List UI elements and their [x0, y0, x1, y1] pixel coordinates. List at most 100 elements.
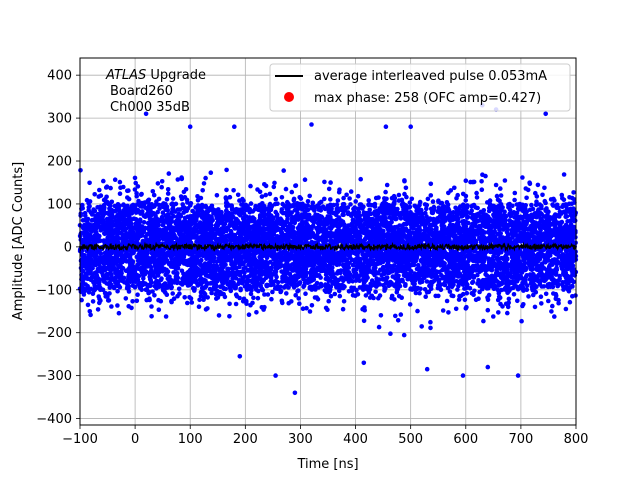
blue-data-point	[231, 188, 236, 193]
blue-data-point	[112, 177, 118, 182]
blue-data-point	[538, 294, 544, 300]
blue-data-point	[179, 175, 184, 180]
blue-data-point	[511, 292, 517, 297]
blue-data-point	[376, 295, 381, 301]
blue-data-point	[402, 191, 407, 197]
blue-data-point	[95, 307, 101, 312]
blue-data-point	[495, 197, 501, 203]
blue-data-point	[195, 194, 200, 199]
blue-data-point	[494, 193, 500, 199]
blue-data-point	[323, 272, 329, 278]
blue-data-point	[290, 268, 296, 273]
blue-data-point	[417, 290, 422, 296]
blue-data-point	[116, 310, 122, 316]
blue-data-point	[567, 195, 572, 200]
blue-data-point	[149, 304, 154, 309]
blue-data-point	[355, 193, 361, 199]
blue-data-point	[205, 306, 210, 311]
blue-data-point	[363, 235, 369, 240]
blue-data-point	[326, 298, 332, 304]
blue-data-point	[300, 306, 306, 312]
blue-data-point	[151, 192, 157, 198]
blue-data-point	[389, 293, 395, 299]
blue-data-point	[401, 332, 407, 338]
blue-data-point	[455, 287, 460, 292]
blue-data-point	[105, 294, 110, 300]
blue-data-point	[454, 196, 459, 201]
blue-data-point	[251, 295, 256, 301]
blue-data-point	[98, 251, 104, 256]
blue-data-point	[165, 187, 171, 192]
blue-data-point	[460, 191, 466, 197]
blue-data-point	[469, 204, 474, 209]
blue-data-point	[104, 194, 109, 200]
blue-data-point	[117, 191, 123, 196]
blue-data-point	[303, 291, 308, 297]
blue-data-point	[340, 306, 346, 312]
blue-data-point	[452, 185, 457, 191]
blue-data-point	[344, 192, 349, 198]
blue-data-point	[449, 293, 455, 298]
blue-data-point	[271, 184, 277, 190]
blue-data-point	[237, 198, 242, 203]
blue-data-point	[147, 296, 152, 302]
blue-data-point	[246, 312, 252, 318]
blue-data-point	[531, 292, 536, 298]
blue-data-point	[527, 181, 533, 187]
blue-data-point	[185, 300, 190, 306]
blue-data-point	[262, 182, 267, 187]
blue-data-point	[485, 307, 491, 313]
blue-data-point	[464, 304, 469, 310]
blue-data-point	[535, 182, 541, 188]
blue-data-point	[337, 293, 343, 299]
blue-data-point	[291, 196, 297, 202]
blue-data-point	[164, 197, 170, 202]
blue-data-point	[515, 298, 520, 304]
blue-data-point	[323, 282, 328, 287]
blue-data-point	[552, 314, 557, 319]
blue-data-point	[152, 293, 157, 298]
blue-data-point	[255, 295, 261, 301]
blue-data-point	[135, 184, 141, 189]
blue-data-point	[297, 195, 303, 200]
blue-data-point	[307, 309, 313, 314]
blue-data-point	[366, 198, 372, 203]
blue-data-point	[255, 187, 260, 192]
blue-data-point	[561, 197, 567, 203]
blue-data-point	[363, 293, 369, 298]
blue-data-point	[362, 307, 368, 313]
blue-data-point	[423, 294, 429, 300]
blue-data-point	[328, 197, 333, 202]
blue-data-point	[413, 290, 419, 296]
blue-data-point	[107, 291, 112, 296]
blue-data-point	[396, 198, 402, 203]
blue-data-point	[512, 190, 518, 196]
blue-data-point	[567, 299, 573, 305]
blue-data-point	[415, 308, 420, 314]
blue-data-point	[141, 220, 147, 225]
blue-data-point	[241, 296, 247, 302]
blue-data-point	[221, 291, 226, 297]
blue-data-point	[559, 192, 565, 198]
blue-data-point	[373, 289, 378, 295]
blue-data-point	[106, 298, 112, 303]
blue-data-point	[422, 287, 428, 292]
blue-data-point	[187, 251, 193, 257]
blue-data-point	[428, 325, 433, 331]
blue-data-point	[500, 304, 505, 309]
blue-data-point	[526, 294, 531, 299]
blue-data-point	[286, 300, 292, 306]
blue-data-point	[150, 189, 156, 194]
blue-data-point	[303, 273, 309, 278]
blue-data-point	[543, 277, 548, 283]
blue-data-point	[453, 306, 459, 312]
blue-data-point	[369, 293, 375, 299]
blue-data-point	[425, 196, 431, 202]
blue-data-point	[175, 177, 181, 182]
blue-data-point	[223, 195, 229, 200]
blue-data-point	[402, 178, 407, 183]
blue-data-point	[85, 302, 91, 308]
blue-data-point	[159, 179, 165, 184]
blue-data-point	[326, 186, 332, 192]
blue-data-point	[98, 193, 104, 198]
